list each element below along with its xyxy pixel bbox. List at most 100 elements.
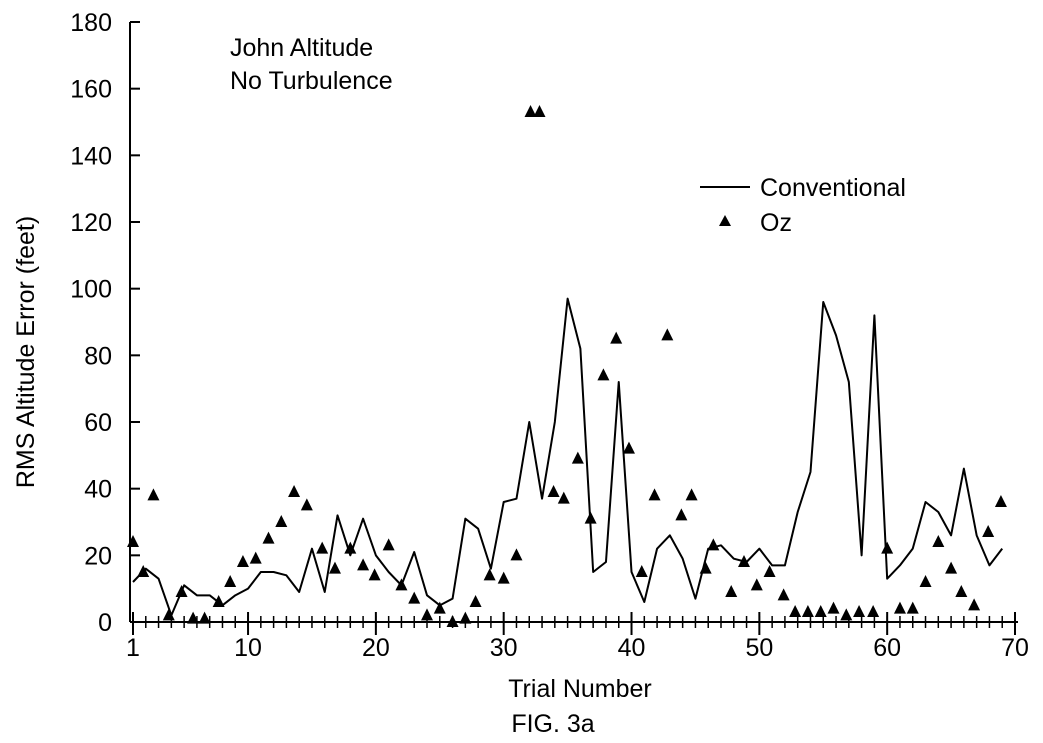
x-tick-label-50: 50 xyxy=(745,634,773,662)
oz-point xyxy=(814,605,827,617)
oz-point xyxy=(661,328,674,341)
oz-point xyxy=(699,561,712,574)
x-tick-label-40: 40 xyxy=(618,634,646,662)
oz-point xyxy=(187,611,200,624)
y-tick-label-160: 160 xyxy=(70,76,112,104)
y-tick-label-60: 60 xyxy=(84,409,112,437)
oz-point xyxy=(147,488,160,501)
x-axis-label: Trial Number xyxy=(508,675,652,703)
legend-label-conventional: Conventional xyxy=(760,174,906,202)
oz-point xyxy=(982,525,995,537)
y-tick-label-140: 140 xyxy=(70,142,112,170)
y-axis-label: RMS Altitude Error (feet) xyxy=(12,216,40,488)
oz-point xyxy=(919,575,932,587)
oz-point xyxy=(344,541,357,554)
oz-point xyxy=(750,578,763,591)
oz-point xyxy=(738,555,751,567)
oz-point xyxy=(224,575,237,587)
oz-point xyxy=(357,558,370,571)
oz-point xyxy=(955,585,968,597)
oz-point xyxy=(275,515,288,527)
oz-point xyxy=(433,601,446,614)
oz-point xyxy=(524,105,537,117)
title-line-2: No Turbulence xyxy=(230,67,393,95)
oz-point xyxy=(584,511,597,524)
oz-point xyxy=(648,488,661,501)
oz-point xyxy=(316,541,329,554)
x-tick-label-30: 30 xyxy=(490,634,518,662)
oz-point xyxy=(994,495,1007,507)
oz-point xyxy=(675,508,688,521)
y-tick-label-40: 40 xyxy=(84,476,112,504)
oz-point xyxy=(597,368,610,381)
oz-point xyxy=(547,485,560,497)
y-tick-label-80: 80 xyxy=(84,342,112,370)
oz-point xyxy=(262,531,275,544)
oz-point xyxy=(827,601,840,614)
oz-point xyxy=(127,535,139,547)
series-conventional xyxy=(132,297,1004,617)
series-line-conventional xyxy=(132,297,1004,617)
oz-point xyxy=(408,591,421,604)
oz-point xyxy=(368,568,381,581)
oz-point xyxy=(328,561,341,574)
x-tick-label-10: 10 xyxy=(234,634,262,662)
oz-point xyxy=(571,451,584,464)
legend: Conventional Oz xyxy=(700,174,906,237)
oz-point xyxy=(288,485,301,497)
oz-point xyxy=(932,535,945,547)
oz-point xyxy=(789,605,802,617)
y-tick-label-100: 100 xyxy=(70,276,112,304)
x-tick-label-1: 1 xyxy=(126,634,140,662)
oz-point xyxy=(236,555,249,567)
y-tick-label-120: 120 xyxy=(70,209,112,237)
series-oz xyxy=(127,105,1007,627)
oz-point xyxy=(249,551,262,564)
y-tick-label-20: 20 xyxy=(84,542,112,570)
x-tick-label-60: 60 xyxy=(873,634,901,662)
oz-point xyxy=(459,611,472,624)
oz-point xyxy=(212,595,225,607)
oz-point xyxy=(685,488,698,501)
oz-point xyxy=(469,595,482,607)
oz-point xyxy=(867,605,880,617)
oz-point xyxy=(137,565,150,577)
oz-point xyxy=(510,548,523,561)
oz-point xyxy=(610,331,623,344)
oz-point xyxy=(801,605,814,617)
oz-point xyxy=(881,541,894,554)
y-tick-label-180: 180 xyxy=(70,9,112,37)
y-tick-label-0: 0 xyxy=(98,609,112,637)
y-ticks: 0 20 40 60 80 100 120 140 160 180 xyxy=(70,9,140,637)
oz-point xyxy=(557,491,570,504)
oz-point xyxy=(945,561,958,574)
oz-point xyxy=(382,538,395,551)
oz-point xyxy=(968,598,981,611)
oz-point xyxy=(497,571,510,584)
oz-point xyxy=(175,585,188,597)
oz-point xyxy=(763,565,776,577)
title-line-1: John Altitude xyxy=(230,34,373,62)
oz-point xyxy=(707,538,720,551)
x-ticks: 1 10 20 30 40 50 60 70 xyxy=(126,612,1029,662)
oz-point xyxy=(483,568,496,581)
oz-point xyxy=(840,608,853,621)
legend-marker-oz xyxy=(719,215,731,226)
oz-point xyxy=(395,578,408,591)
oz-point xyxy=(300,498,313,511)
figure-caption: FIG. 3a xyxy=(511,710,594,738)
oz-point xyxy=(446,615,459,627)
oz-point xyxy=(198,611,211,624)
oz-point xyxy=(725,585,738,597)
oz-point xyxy=(777,588,790,601)
x-tick-label-70: 70 xyxy=(1001,634,1029,662)
oz-point xyxy=(162,608,175,621)
oz-point xyxy=(906,601,919,614)
oz-point xyxy=(622,441,635,454)
oz-point xyxy=(853,605,866,617)
oz-point xyxy=(533,105,546,117)
oz-point xyxy=(893,601,906,614)
oz-point xyxy=(421,608,433,621)
axes xyxy=(129,22,1018,623)
